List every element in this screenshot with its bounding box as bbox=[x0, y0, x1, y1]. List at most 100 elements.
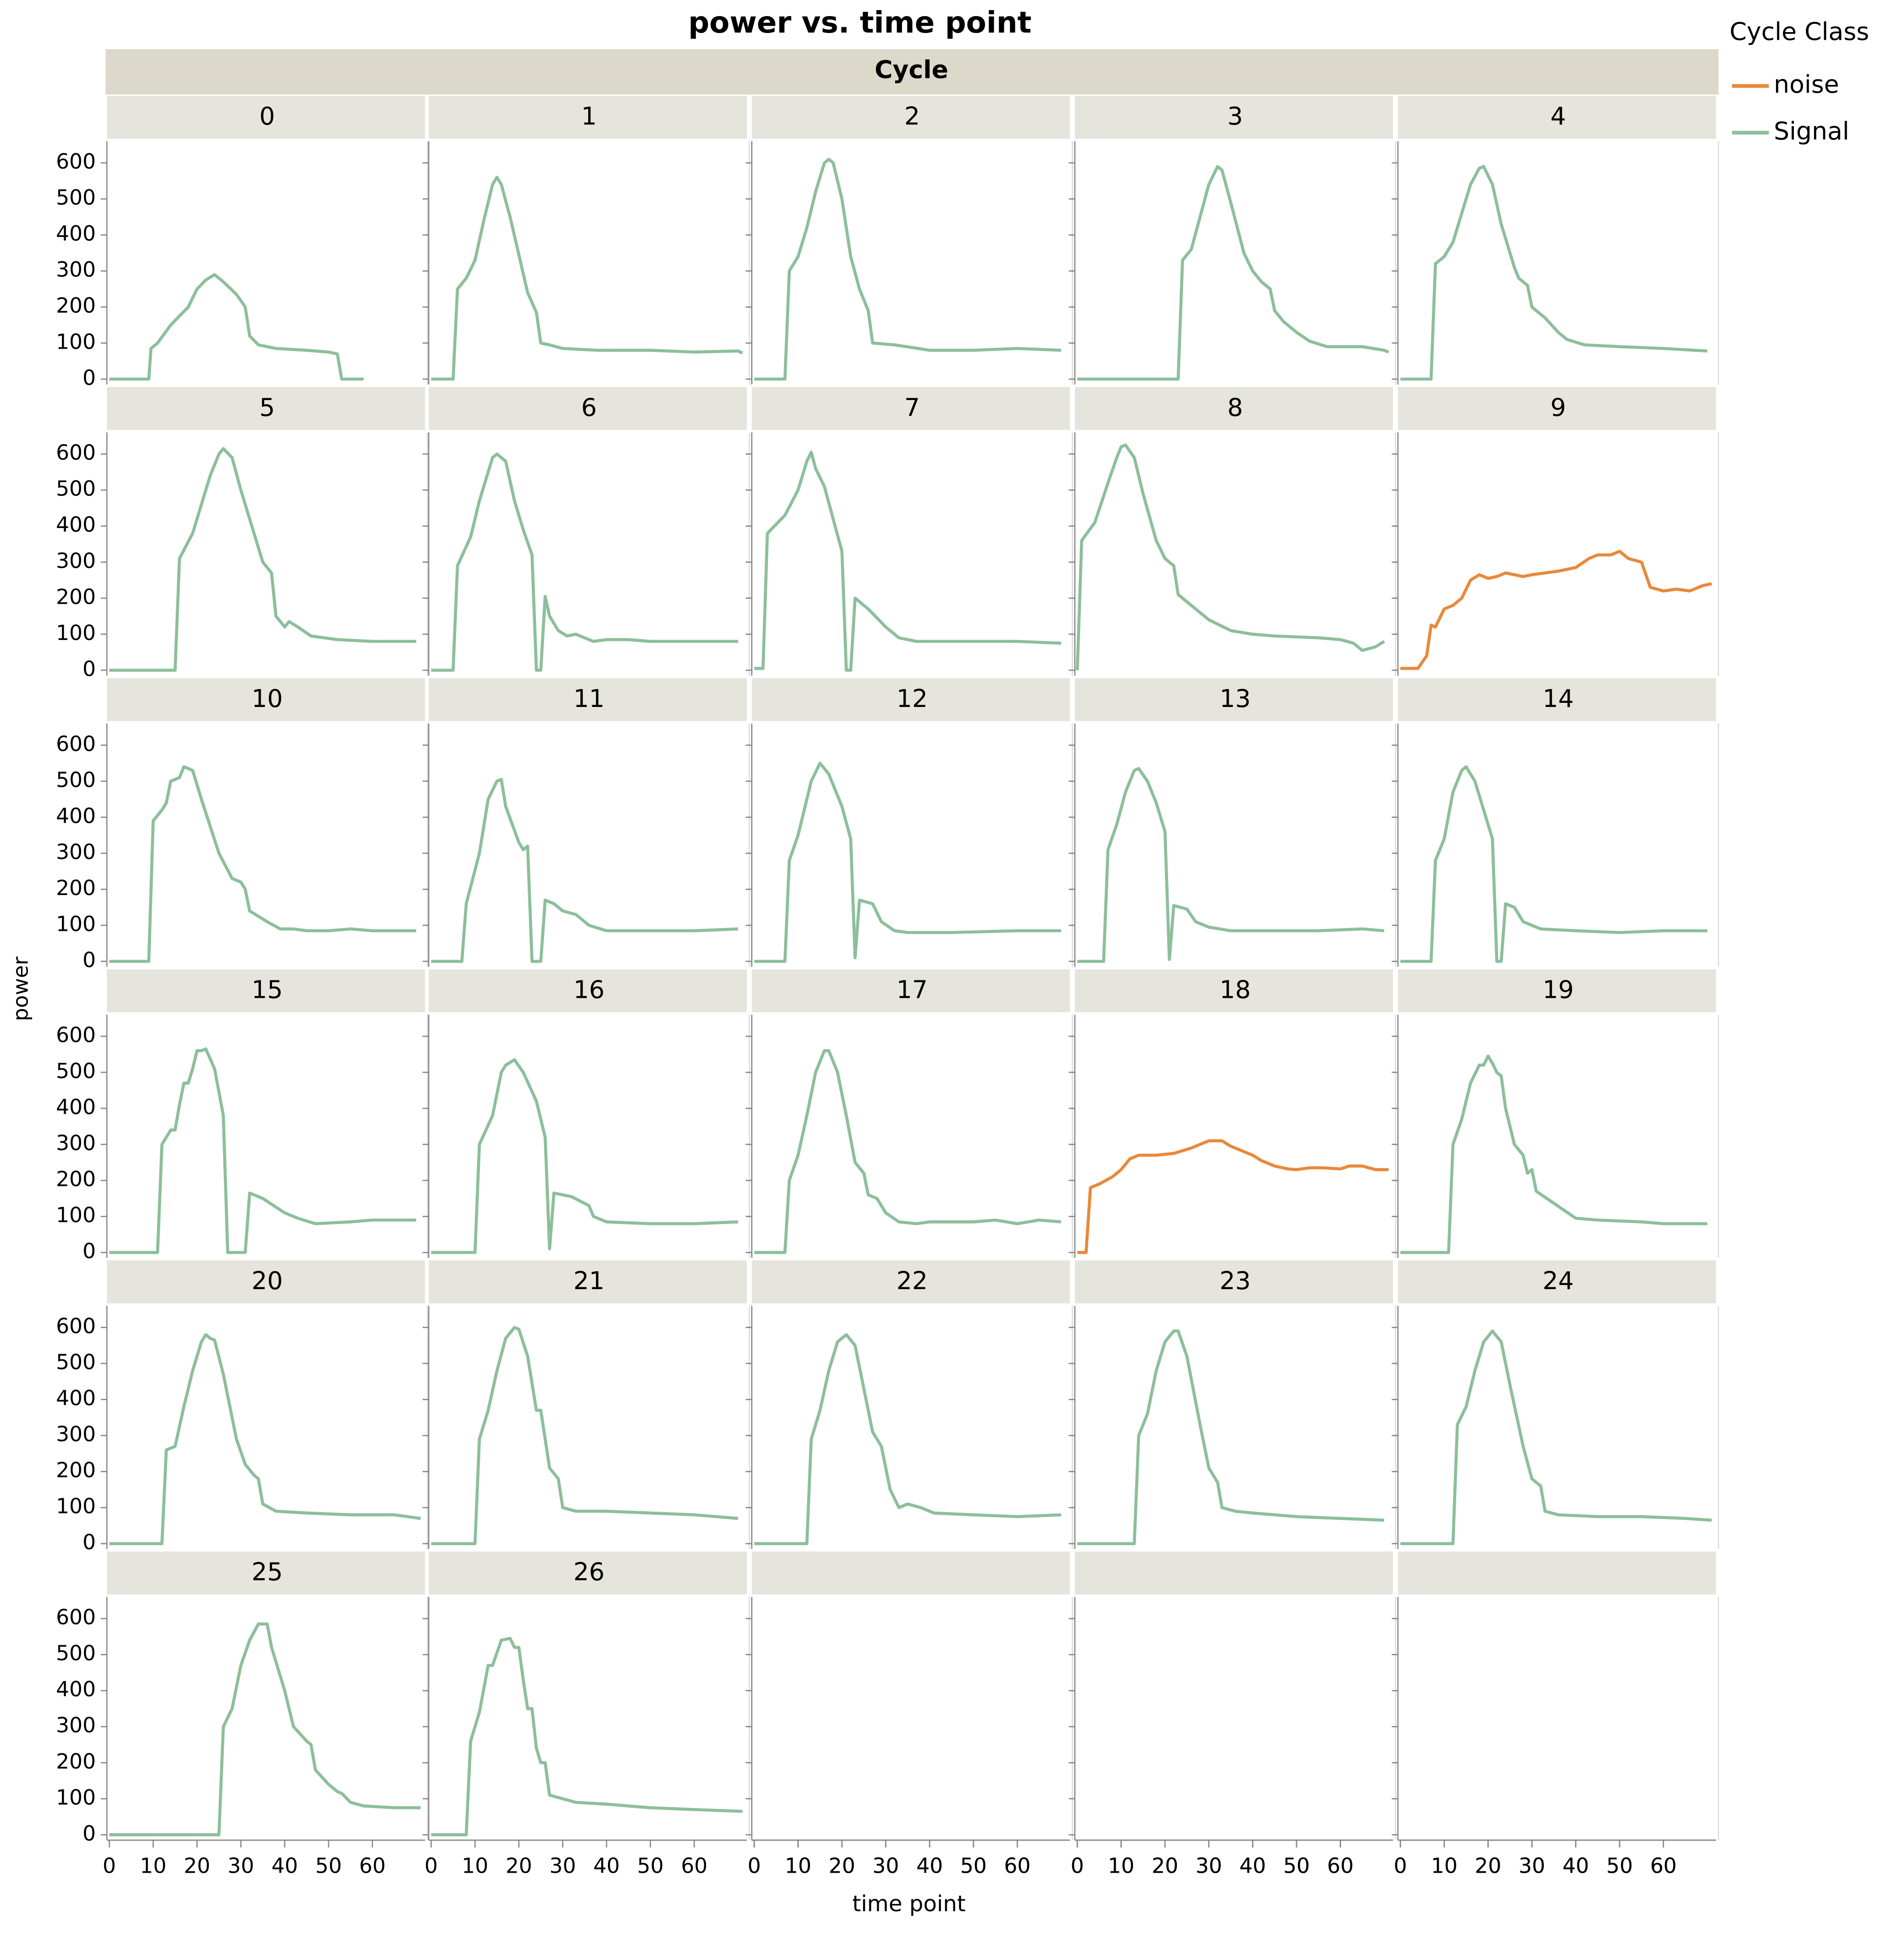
y-tick-label: 600 bbox=[56, 150, 96, 174]
y-tick-label: 200 bbox=[56, 1749, 96, 1774]
y-tick-label: 200 bbox=[56, 1167, 96, 1191]
panel-title: 23 bbox=[1219, 1266, 1251, 1295]
y-tick-label: 100 bbox=[56, 912, 96, 936]
x-tick-label: 0 bbox=[1394, 1854, 1407, 1878]
x-tick-label: 50 bbox=[1606, 1854, 1633, 1878]
x-tick-label: 60 bbox=[359, 1854, 386, 1878]
x-tick-label: 30 bbox=[1196, 1854, 1222, 1878]
panel-title: 10 bbox=[251, 684, 283, 713]
x-tick-label: 10 bbox=[1108, 1854, 1135, 1878]
x-tick-label: 50 bbox=[1283, 1854, 1310, 1878]
y-tick-label: 500 bbox=[56, 1059, 96, 1083]
panel-title: 24 bbox=[1542, 1266, 1574, 1295]
y-tick-label: 200 bbox=[56, 584, 96, 609]
x-tick-label: 40 bbox=[1239, 1854, 1266, 1878]
x-tick-label: 20 bbox=[1152, 1854, 1178, 1878]
y-tick-label: 400 bbox=[56, 1095, 96, 1119]
series-line bbox=[109, 273, 364, 381]
x-tick-label: 20 bbox=[506, 1854, 532, 1878]
y-tick-label: 0 bbox=[83, 948, 96, 972]
panel-title: 15 bbox=[251, 975, 283, 1004]
x-tick-label: 0 bbox=[1071, 1854, 1084, 1878]
y-tick-label: 500 bbox=[56, 185, 96, 210]
x-tick-label: 50 bbox=[960, 1854, 987, 1878]
x-tick-label: 40 bbox=[1563, 1854, 1589, 1878]
x-tick-label: 30 bbox=[873, 1854, 899, 1878]
series-line bbox=[754, 1333, 1062, 1546]
y-tick-label: 200 bbox=[56, 876, 96, 900]
x-tick-label: 60 bbox=[681, 1854, 707, 1878]
series-line bbox=[1077, 1329, 1385, 1546]
series-line bbox=[1400, 1329, 1712, 1546]
panel-title: 26 bbox=[573, 1558, 605, 1586]
x-tick-label: 10 bbox=[785, 1854, 812, 1878]
x-tick-label: 60 bbox=[1004, 1854, 1030, 1878]
panel-header bbox=[429, 95, 747, 139]
x-tick-label: 10 bbox=[140, 1854, 167, 1878]
x-tick-label: 60 bbox=[1327, 1854, 1354, 1878]
panel-title: 20 bbox=[251, 1266, 283, 1295]
y-tick-label: 200 bbox=[56, 294, 96, 318]
panel-header bbox=[752, 678, 1070, 721]
panel-header bbox=[1397, 678, 1716, 721]
y-tick-label: 500 bbox=[56, 1350, 96, 1374]
series-line bbox=[431, 1058, 738, 1254]
series-line bbox=[754, 762, 1061, 963]
series-line bbox=[431, 778, 738, 963]
x-tick-label: 50 bbox=[960, 1854, 987, 1878]
panel-title: 8 bbox=[1227, 393, 1243, 422]
y-tick-label: 400 bbox=[56, 1386, 96, 1410]
y-tick-label: 400 bbox=[56, 512, 96, 537]
series-line bbox=[1400, 550, 1712, 670]
facet-title: Cycle bbox=[874, 55, 948, 84]
y-tick-label: 600 bbox=[56, 440, 96, 465]
y-tick-label: 100 bbox=[56, 1785, 96, 1809]
y-tick-label: 400 bbox=[56, 1677, 96, 1702]
y-tick-label: 300 bbox=[56, 840, 96, 864]
y-tick-label: 600 bbox=[56, 1023, 96, 1047]
y-tick-label: 0 bbox=[83, 1821, 96, 1846]
y-tick-label: 100 bbox=[56, 1203, 96, 1227]
x-tick-label: 10 bbox=[785, 1854, 812, 1878]
series-line bbox=[754, 451, 1062, 672]
panel-header bbox=[1074, 1260, 1393, 1304]
panel-header bbox=[429, 1260, 747, 1304]
panel-header bbox=[1397, 1551, 1716, 1595]
panel-header bbox=[1397, 969, 1716, 1013]
x-tick-label: 20 bbox=[1475, 1854, 1501, 1878]
panel-header bbox=[1397, 95, 1716, 139]
y-tick-label: 0 bbox=[83, 656, 96, 681]
panel-title: 11 bbox=[573, 684, 605, 713]
x-tick-label: 30 bbox=[228, 1854, 254, 1878]
panel-header bbox=[1397, 1260, 1716, 1304]
panel-header bbox=[752, 95, 1070, 139]
series-line bbox=[109, 1333, 421, 1546]
series-line bbox=[1400, 1054, 1708, 1254]
y-tick-label: 600 bbox=[56, 1605, 96, 1630]
x-tick-label: 20 bbox=[829, 1854, 855, 1878]
y-tick-label: 500 bbox=[56, 1641, 96, 1665]
x-tick-label: 60 bbox=[1650, 1854, 1677, 1878]
legend-label: noise bbox=[1774, 70, 1839, 99]
panel-header bbox=[106, 1551, 425, 1595]
x-tick-label: 0 bbox=[424, 1854, 438, 1878]
panel-header bbox=[106, 678, 425, 721]
x-tick-label: 50 bbox=[315, 1854, 342, 1878]
y-tick-label: 100 bbox=[56, 1494, 96, 1519]
x-tick-label: 0 bbox=[103, 1854, 116, 1878]
y-tick-label: 600 bbox=[56, 732, 96, 756]
panel-header bbox=[1074, 969, 1393, 1013]
panel-header bbox=[106, 387, 425, 430]
y-tick-label: 400 bbox=[56, 222, 96, 246]
panel-header bbox=[752, 387, 1070, 430]
chart-title: power vs. time point bbox=[688, 6, 1031, 40]
series-line bbox=[1077, 1139, 1389, 1254]
legend-title: Cycle Class bbox=[1730, 17, 1869, 46]
y-tick-label: 300 bbox=[56, 1713, 96, 1737]
series-line bbox=[431, 176, 743, 381]
series-line bbox=[109, 1047, 417, 1254]
series-line bbox=[1077, 767, 1385, 963]
y-tick-label: 500 bbox=[56, 768, 96, 792]
x-tick-label: 50 bbox=[637, 1854, 664, 1878]
